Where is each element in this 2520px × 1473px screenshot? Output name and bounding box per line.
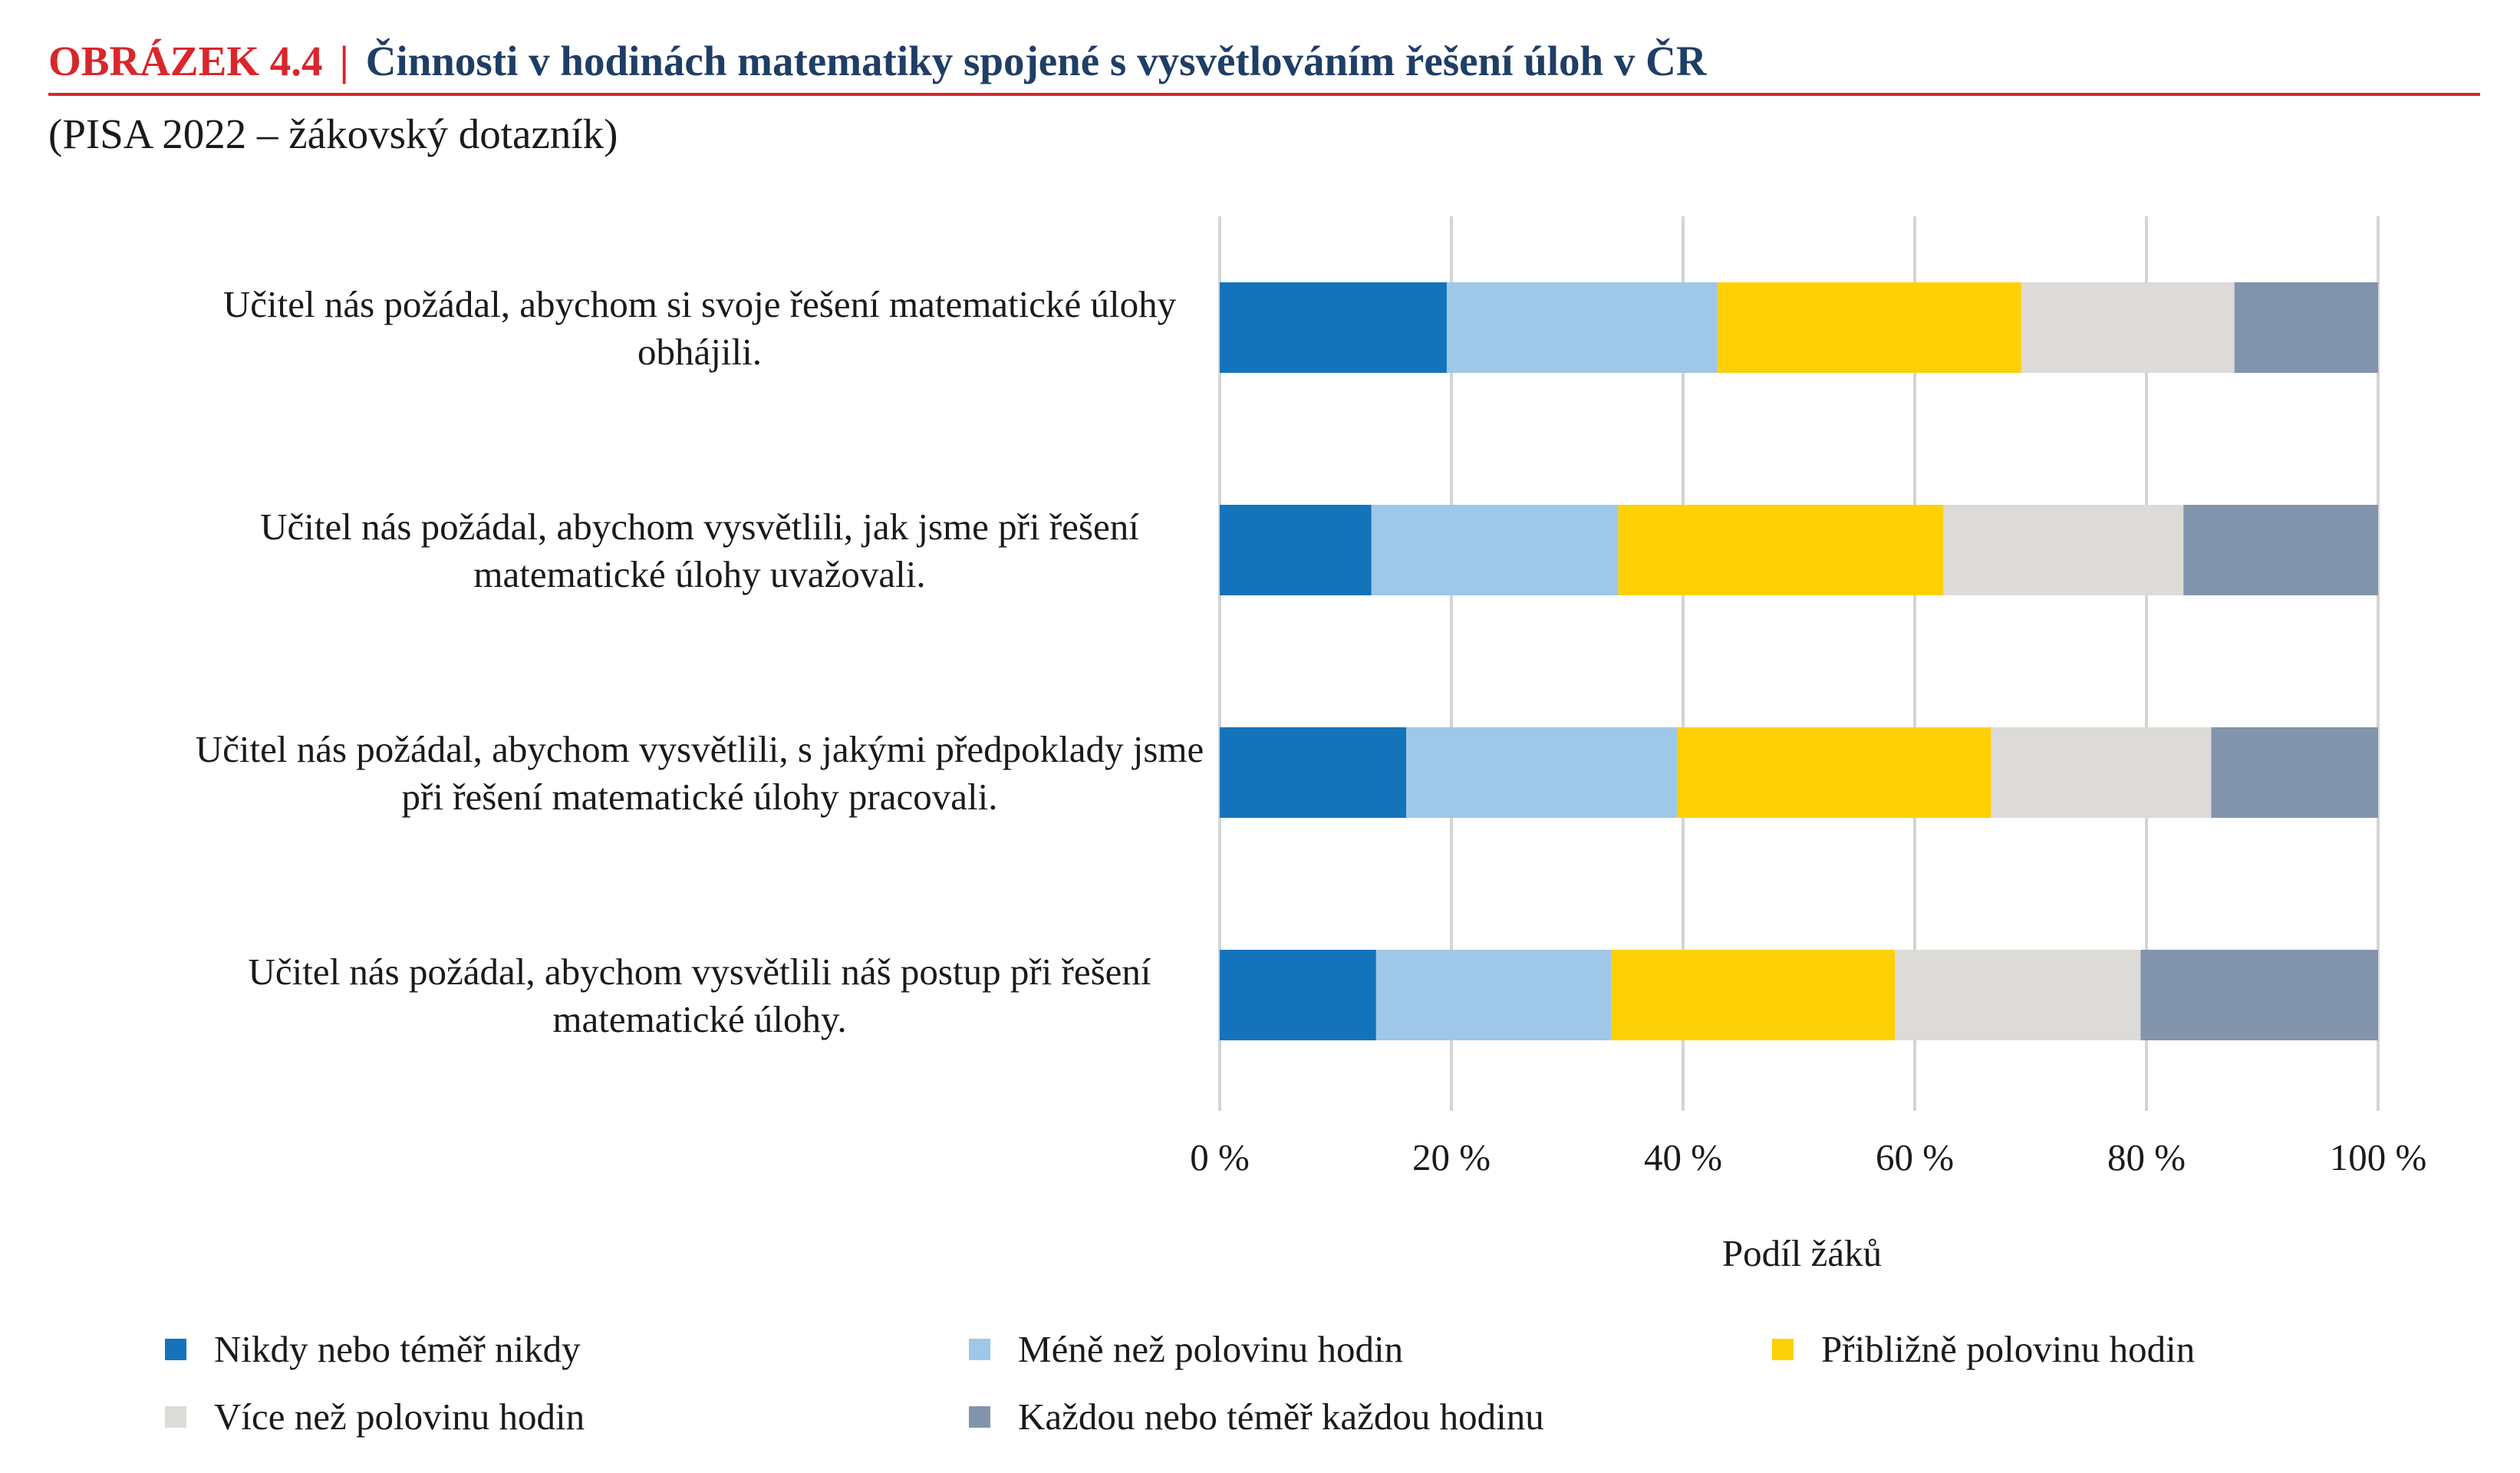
bar-segment [2021, 282, 2235, 373]
bars [1220, 282, 2378, 1040]
legend-label: Více než polovinu hodin [214, 1396, 585, 1438]
bar-segment [1220, 950, 1376, 1040]
category-label: Učitel nás požádal, abychom vysvětlili, … [260, 506, 1139, 548]
bar-segment [1618, 505, 1944, 595]
legend-swatch [165, 1338, 186, 1360]
bar-row [1220, 727, 2378, 818]
x-tick-labels: 0 % 20 % 40 % 60 % 80 % 100 % [1190, 1136, 2426, 1178]
category-label: při řešení matematické úlohy pracovali. [402, 776, 998, 818]
bar-segment [1220, 282, 1447, 373]
figure-label: OBRÁZEK 4.4 [48, 38, 323, 84]
bar-segment [1371, 505, 1619, 595]
bar-row [1220, 282, 2378, 373]
legend-item: Každou nebo téměř každou hodinu [969, 1395, 1544, 1438]
legend-swatch [1772, 1338, 1794, 1360]
bar-segment [2234, 282, 2378, 373]
bar-segment [2140, 950, 2378, 1040]
legend-item: Více než polovinu hodin [165, 1395, 585, 1438]
bar-segment [1677, 727, 1991, 818]
legend-label: Méně než polovinu hodin [1018, 1328, 1404, 1370]
x-tick-label: 40 % [1644, 1136, 1722, 1178]
category-label: matematické úlohy uvažovali. [473, 553, 925, 595]
x-axis-title: Podíl žáků [1722, 1232, 1882, 1274]
figure-subtitle: (PISA 2022 – žákovský dotazník) [48, 110, 618, 157]
legend-swatch [165, 1405, 186, 1428]
bar-segment [2211, 727, 2378, 818]
bar-segment [2183, 505, 2378, 595]
bar-segment [1220, 505, 1372, 595]
stacked-bar-chart: Učitel nás požádal, abychom si svoje řeš… [196, 216, 2426, 1274]
category-label: Učitel nás požádal, abychom si svoje řeš… [223, 283, 1177, 325]
bar-row [1220, 505, 2378, 595]
title-row: OBRÁZEK 4.4 | Činnosti v hodinách matemati… [48, 37, 2480, 96]
figure-header: OBRÁZEK 4.4 | Činnosti v hodinách matemati… [48, 37, 2480, 158]
bar-row [1220, 950, 2378, 1040]
legend-label: Nikdy nebo téměř nikdy [214, 1328, 581, 1370]
bar-segment [1991, 727, 2212, 818]
bar-segment [1406, 727, 1678, 818]
x-tick-label: 80 % [2107, 1136, 2186, 1178]
legend-label: Každou nebo téměř každou hodinu [1018, 1396, 1544, 1438]
legend-swatch [969, 1338, 990, 1360]
bar-segment [1375, 950, 1612, 1040]
x-tick-label: 100 % [2330, 1136, 2427, 1178]
bar-segment [1446, 282, 1718, 373]
legend-item: Přibližně polovinu hodin [1772, 1327, 2195, 1371]
category-label: matematické úlohy. [552, 998, 846, 1040]
legend-swatch [969, 1405, 990, 1428]
figure-title: Činnosti v hodinách matematiky spojené s… [365, 38, 1707, 84]
x-tick-label: 60 % [1876, 1136, 1954, 1178]
bar-segment [1895, 950, 2141, 1040]
x-tick-label: 0 % [1190, 1136, 1250, 1178]
category-label: Učitel nás požádal, abychom vysvětlili n… [248, 951, 1151, 993]
category-labels: Učitel nás požádal, abychom si svoje řeš… [196, 283, 1204, 1040]
category-label: Učitel nás požádal, abychom vysvětlili, … [196, 728, 1204, 770]
legend-item: Méně než polovinu hodin [969, 1327, 1403, 1371]
bar-segment [1220, 727, 1407, 818]
category-label: obhájili. [637, 331, 762, 373]
bar-segment [1943, 505, 2184, 595]
bar-segment [1611, 950, 1896, 1040]
legend-label: Přibližně polovinu hodin [1821, 1328, 2196, 1370]
legend-item: Nikdy nebo téměř nikdy [165, 1327, 581, 1371]
title-separator: | [339, 38, 349, 84]
x-tick-label: 20 % [1412, 1136, 1491, 1178]
bar-segment [1718, 282, 2021, 373]
